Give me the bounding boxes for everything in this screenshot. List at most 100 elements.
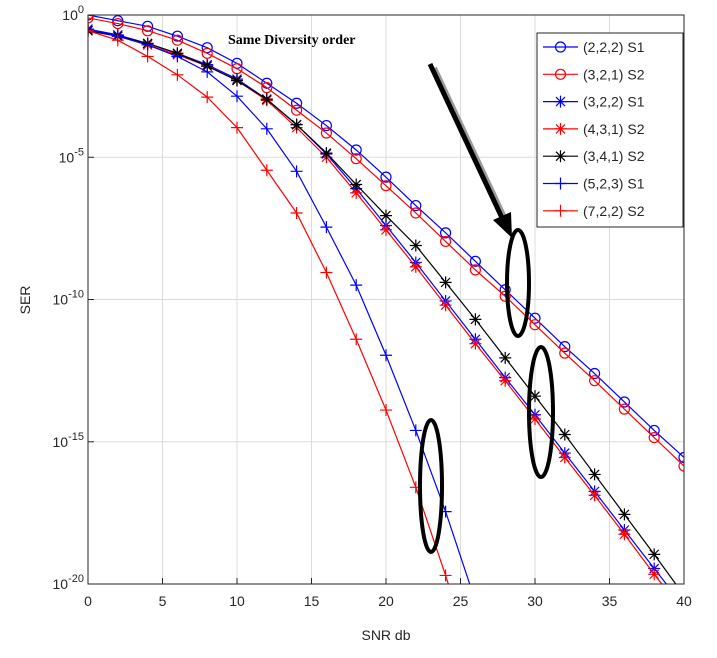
data-point xyxy=(290,118,303,131)
x-tick-label: 30 xyxy=(527,593,543,609)
data-point xyxy=(350,186,363,199)
legend-marker xyxy=(554,150,567,163)
data-point xyxy=(231,63,243,75)
data-layer xyxy=(88,15,684,607)
data-point xyxy=(231,90,243,103)
data-point xyxy=(380,209,392,222)
data-point xyxy=(588,489,601,502)
data-point xyxy=(439,276,452,289)
data-point xyxy=(290,206,303,219)
data-point xyxy=(88,15,94,24)
ellipse xyxy=(505,228,531,338)
data-point xyxy=(380,349,392,362)
data-point xyxy=(559,347,571,359)
data-point xyxy=(409,260,422,273)
data-point xyxy=(380,404,392,417)
data-point xyxy=(171,34,184,46)
data-point xyxy=(380,180,392,192)
data-point xyxy=(350,178,363,191)
data-point xyxy=(320,147,333,160)
legend-marker xyxy=(554,122,567,135)
ellipse xyxy=(418,418,444,554)
legend-label: (3,4,1) S2 xyxy=(583,148,645,164)
arrow-head xyxy=(493,212,512,238)
data-point xyxy=(499,351,512,364)
annotation-shapes xyxy=(418,62,555,554)
legend-marker xyxy=(554,41,567,53)
data-point xyxy=(260,164,273,177)
data-point xyxy=(320,266,333,279)
legend-marker xyxy=(554,177,567,190)
data-point xyxy=(171,50,184,63)
data-point xyxy=(201,47,213,59)
data-point xyxy=(529,319,541,331)
data-point xyxy=(469,337,482,350)
data-point xyxy=(290,165,303,178)
data-point xyxy=(499,290,511,302)
legend-marker xyxy=(554,95,567,108)
data-point xyxy=(409,424,422,437)
y-tick-label: 100 xyxy=(62,4,84,23)
data-point xyxy=(439,299,452,312)
data-point xyxy=(529,413,541,426)
data-point xyxy=(558,428,571,441)
x-tick-label: 10 xyxy=(229,593,245,609)
y-tick-label: 10-10 xyxy=(53,289,84,308)
data-point xyxy=(409,239,422,252)
data-point xyxy=(260,93,273,106)
x-tick-label: 25 xyxy=(453,593,469,609)
legend-marker xyxy=(554,68,567,80)
data-point xyxy=(350,279,363,292)
data-point xyxy=(588,468,601,481)
data-point xyxy=(410,207,422,219)
data-point xyxy=(618,528,631,541)
data-point xyxy=(111,34,124,47)
data-point xyxy=(648,568,661,581)
data-point xyxy=(320,127,333,139)
legend-label: (3,2,2) S1 xyxy=(583,94,645,110)
data-point xyxy=(589,375,601,387)
series-line xyxy=(88,30,449,584)
data-point xyxy=(558,451,571,464)
data-point xyxy=(141,38,154,51)
y-axis-label: SER xyxy=(17,286,33,315)
data-point xyxy=(112,15,124,27)
legend-label: (5,2,3) S1 xyxy=(583,176,645,192)
data-point xyxy=(112,18,124,30)
data-point xyxy=(291,97,303,109)
data-point xyxy=(380,223,392,236)
arrow xyxy=(427,62,506,222)
legend-label: (4,3,1) S2 xyxy=(583,121,645,137)
data-point xyxy=(231,74,243,87)
data-point xyxy=(350,333,363,346)
data-point xyxy=(201,65,214,78)
y-tick-label: 10-20 xyxy=(53,573,84,592)
data-point xyxy=(648,432,660,444)
data-point xyxy=(260,122,273,135)
data-point xyxy=(88,23,94,36)
data-point xyxy=(350,153,362,165)
data-point xyxy=(320,221,333,234)
data-point xyxy=(231,121,243,134)
data-point xyxy=(469,595,481,607)
data-point xyxy=(469,264,482,276)
legend-label: (3,2,1) S2 xyxy=(583,66,645,82)
x-tick-label: 40 xyxy=(676,593,692,609)
data-point xyxy=(440,235,452,247)
x-tick-label: 20 xyxy=(378,593,394,609)
annotation: Same Diversity order xyxy=(228,33,356,48)
data-point xyxy=(678,460,684,472)
data-point xyxy=(261,77,273,89)
x-tick-label: 35 xyxy=(602,593,618,609)
data-point xyxy=(171,68,184,81)
series-line xyxy=(88,15,684,458)
data-point xyxy=(469,313,482,326)
data-point xyxy=(88,24,94,37)
legend-label: (2,2,2) S1 xyxy=(583,39,645,55)
x-tick-label: 15 xyxy=(304,593,320,609)
legend: (2,2,2) S1 (3,2,1) S2 (3,2,2) S1 (4,3,1) S2… xyxy=(536,32,684,228)
data-point xyxy=(618,508,631,521)
x-tick-label: 0 xyxy=(84,593,92,609)
data-point xyxy=(171,30,184,42)
